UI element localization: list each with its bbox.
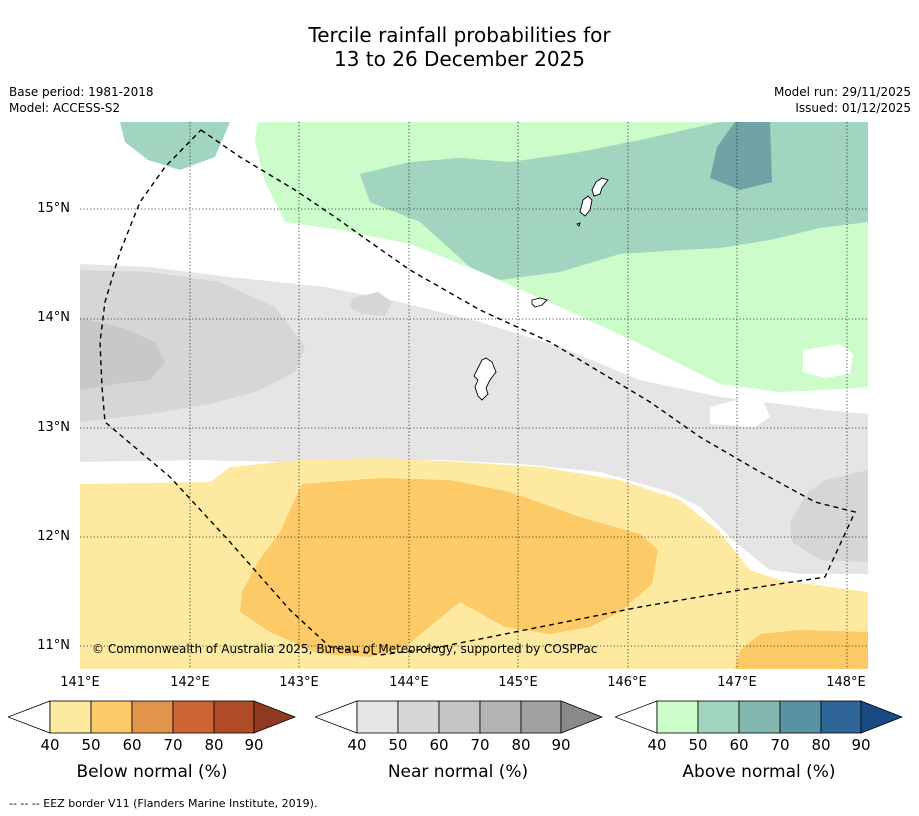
lon-label-142e: 142°E	[170, 675, 210, 690]
colorbar-near-swatch-3	[438, 700, 481, 734]
region-near-normal-50-60-small	[350, 292, 392, 316]
colorbar-below-label: Below normal (%)	[76, 762, 228, 782]
colorbar-above-swatch-3	[738, 700, 781, 734]
colorbar-above-tick-80: 80	[811, 736, 831, 754]
island-aguijan	[576, 222, 581, 227]
colorbar-above-swatch-5	[820, 700, 862, 734]
region-near-normal-50-60-east	[790, 470, 868, 562]
colorbar-below-swatch-4	[172, 700, 215, 734]
colorbar-below-swatches	[49, 700, 255, 734]
colorbar-near-swatches	[356, 700, 562, 734]
colorbar-near-label: Near normal (%)	[387, 762, 529, 782]
map-title-line2: 13 to 26 December 2025	[333, 47, 585, 71]
colorbar-above-tick-40: 40	[647, 736, 667, 754]
island-guam	[473, 357, 497, 401]
colorbar-below-tick-90: 90	[244, 736, 264, 754]
colorbar-near-swatch-5	[520, 700, 562, 734]
region-white-patch-1	[803, 344, 853, 378]
colorbar-near-tick-40: 40	[347, 736, 367, 754]
colorbar-above-label: Above normal (%)	[682, 762, 836, 782]
region-above-normal-60-70	[710, 122, 772, 190]
island-tinian	[579, 195, 593, 217]
colorbar-above-tick-60: 60	[729, 736, 749, 754]
colorbar-below-tick-70: 70	[163, 736, 183, 754]
island-saipan	[591, 177, 609, 197]
colorbar-near-tick-90: 90	[551, 736, 571, 754]
colorbar-near-swatch-1	[356, 700, 399, 734]
issued-date: Issued: 01/12/2025	[795, 101, 911, 115]
model-name: Model: ACCESS-S2	[9, 101, 121, 115]
colorbar-above-max-arrow	[860, 700, 904, 734]
lon-label-147e: 147°E	[717, 675, 757, 690]
colorbar-below-swatch-1	[49, 700, 92, 734]
lon-label-148e: 148°E	[826, 675, 866, 690]
lat-label-15n: 15°N	[37, 201, 70, 216]
colorbar-near-swatch-2	[397, 700, 440, 734]
lat-label-12n: 12°N	[37, 529, 70, 544]
colorbar-near-swatch-4	[479, 700, 522, 734]
colorbar-above-min-arrow	[615, 700, 658, 734]
colorbar-below-swatch-3	[131, 700, 174, 734]
map-copyright: © Commonwealth of Australia 2025, Bureau…	[92, 642, 597, 656]
colorbar-near-max-arrow	[560, 700, 604, 734]
colorbar-above-swatch-1	[656, 700, 699, 734]
colorbar-above-normal	[615, 700, 904, 734]
colorbar-below-tick-50: 50	[81, 736, 101, 754]
eez-legend-note: -- -- -- EEZ border V11 (Flanders Marine…	[9, 797, 318, 810]
lon-label-141e: 141°E	[60, 675, 100, 690]
model-run: Model run: 29/11/2025	[773, 85, 911, 99]
region-white-patch-2	[710, 394, 770, 427]
colorbar-above-swatches	[656, 700, 862, 734]
colorbar-above-tick-50: 50	[688, 736, 708, 754]
colorbar-below-tick-40: 40	[40, 736, 60, 754]
colorbar-below-tick-60: 60	[122, 736, 142, 754]
lon-label-144e: 144°E	[389, 675, 429, 690]
lat-label-14n: 14°N	[37, 310, 70, 325]
region-near-normal-50-60-west	[80, 270, 305, 422]
lon-label-146e: 146°E	[607, 675, 647, 690]
colorbar-below-swatch-5	[213, 700, 255, 734]
base-period: Base period: 1981-2018	[9, 85, 154, 99]
lat-label-11n: 11°N	[37, 638, 70, 653]
colorbar-above-swatch-2	[697, 700, 740, 734]
colorbar-above-tick-70: 70	[770, 736, 790, 754]
colorbar-near-tick-60: 60	[429, 736, 449, 754]
colorbar-below-tick-80: 80	[204, 736, 224, 754]
lon-label-145e: 145°E	[498, 675, 538, 690]
island-rota	[531, 297, 548, 308]
region-below-normal-50-60-se	[735, 630, 868, 669]
colorbar-below-max-arrow	[253, 700, 297, 734]
colorbar-near-normal	[315, 700, 604, 734]
colorbar-near-tick-50: 50	[388, 736, 408, 754]
colorbar-above-swatch-4	[779, 700, 822, 734]
map-title-line1: Tercile rainfall probabilities for	[308, 23, 611, 47]
eez-border	[99, 129, 856, 656]
colorbar-below-swatch-2	[90, 700, 133, 734]
region-above-normal-50-60-nw	[120, 122, 230, 170]
islands	[473, 177, 609, 401]
rainfall-probability-map: © Commonwealth of Australia 2025, Bureau…	[80, 122, 868, 669]
lat-label-13n: 13°N	[37, 420, 70, 435]
lon-label-143e: 143°E	[279, 675, 319, 690]
colorbar-above-tick-90: 90	[851, 736, 871, 754]
colorbar-near-tick-80: 80	[511, 736, 531, 754]
colorbar-below-normal	[8, 700, 297, 734]
region-below-normal-50-60-central	[240, 478, 658, 657]
colorbar-near-tick-70: 70	[470, 736, 490, 754]
map-gridlines	[80, 122, 868, 669]
colorbar-below-min-arrow	[8, 700, 51, 734]
colorbar-near-min-arrow	[315, 700, 358, 734]
